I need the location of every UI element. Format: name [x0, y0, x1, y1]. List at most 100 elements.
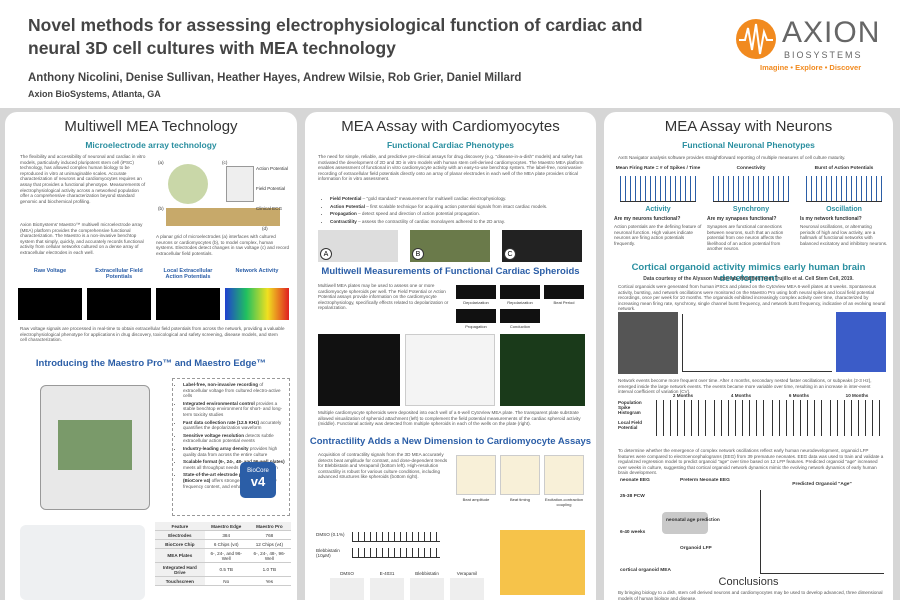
bar-label: E-4031: [379, 571, 395, 576]
diagram-label: Preterm Neonate EEG: [680, 478, 730, 483]
panel-image: [500, 455, 540, 495]
paragraph: Network events become more frequent over…: [618, 378, 872, 395]
panel-image: [772, 400, 826, 436]
paragraph: By bringing biology to a dish, stem cell…: [618, 590, 883, 600]
heading: MEA Assay with Neurons: [664, 118, 833, 135]
mini-panel: [500, 309, 540, 323]
table-cell: Yes: [247, 576, 291, 586]
bullet-lead: Fast data collection rate (12.5 KHz): [183, 419, 260, 425]
panel-label: Raw Voltage: [33, 268, 67, 274]
mini-panel: [544, 285, 584, 299]
month-label: 10 Months: [845, 393, 869, 398]
bullet-text: accurately quantifies the depolarization…: [183, 419, 282, 431]
table-cell: 1.0 TB: [247, 562, 291, 577]
trace: [806, 176, 882, 202]
bullet-lead: Scalable format (6-, 24-, 48- and 96-wel…: [183, 459, 285, 465]
panel-label: Excitation-contraction coupling: [544, 497, 584, 507]
bullet-list: Field Potential – "gold standard" measur…: [322, 196, 584, 226]
section-heading: Introducing the Maestro Pro™ and Maestro…: [35, 358, 267, 369]
mini-panel: [500, 285, 540, 299]
subheading: Functional Neuronal Phenotypes: [682, 140, 815, 150]
table: Feature Maestro Edge Maestro Pro Electrodes…: [155, 522, 291, 586]
figure-label: (a): [158, 160, 164, 165]
badge-text: v4: [250, 474, 266, 489]
table-cell: No: [204, 576, 248, 586]
image: [318, 334, 400, 406]
image: [618, 312, 678, 374]
image: [166, 208, 280, 226]
mini-label: Depolarization: [463, 300, 489, 305]
panel-image: [18, 288, 82, 320]
mini-label: Propagation: [465, 324, 487, 329]
badge: BioCore v4: [240, 462, 276, 498]
table-row: BioCore Chip 6 Chips (v4) 12 Chips (v4): [155, 539, 291, 549]
bullet-text: – first scalable technique for acquiring…: [364, 203, 548, 209]
bullet-text: detects subtle extracellular action pote…: [183, 432, 274, 444]
paragraph: To determine whether the emergence of co…: [618, 448, 884, 476]
table-header: Feature Maestro Edge Maestro Pro: [155, 522, 291, 531]
panel-image: [714, 400, 768, 436]
phenotype-name: Synchrony: [732, 206, 770, 213]
panel-image: [225, 288, 289, 320]
diagram-label: cortical organoid MEA: [620, 568, 671, 573]
bar-image: [450, 578, 484, 600]
subheading: Functional Cardiac Phenotypes: [386, 140, 515, 150]
table-cell: Feature: [155, 522, 205, 531]
caption: A planar grid of microelectrodes (a) int…: [156, 234, 290, 256]
figure-label: Action Potential: [256, 166, 288, 171]
paragraph: Cortical organoids were generated from h…: [618, 284, 886, 312]
table-cell: MEA Plates: [155, 548, 205, 563]
table-cell: 384: [204, 530, 248, 540]
device-screen: [58, 420, 132, 470]
table-cell: 768: [247, 530, 291, 540]
bullet-lead: Propagation: [330, 211, 357, 217]
bar-label: Blebbistatin: [415, 571, 439, 576]
phenotype-question: Is my network functional?: [800, 216, 862, 222]
bar-label: DMSO: [340, 571, 354, 576]
bullet-item: Scalable format (6-, 24-, 48- and 96-wel…: [183, 459, 287, 470]
table-cell: 12 Chips (v4): [247, 539, 291, 549]
diagram-label: 25-38 PCW: [620, 494, 645, 499]
table-cell: 6 Chips (v4): [204, 539, 248, 549]
table-cell: Maestro Pro: [247, 522, 291, 531]
subheading: Microelectrode array technology: [85, 140, 217, 150]
trace-label: DMSO (0.1%): [316, 532, 345, 537]
figure-label: (b): [158, 206, 164, 211]
mini-label: Beat Period: [553, 300, 575, 305]
phenotype-name: Oscillation: [826, 206, 862, 213]
phenotype-question: Are my synapses functional?: [707, 216, 777, 222]
bullet-lead: Field Potential: [330, 196, 362, 201]
affiliation: Axion BioSystems, Atlanta, GA: [28, 89, 161, 99]
heatmap: [500, 530, 585, 595]
diagram-label: 6-40 weeks: [620, 530, 646, 535]
logo-icon: [736, 19, 776, 59]
paragraph: Acquisition of contractility signals fro…: [318, 452, 448, 480]
bullet-text: meets all throughput needs on a single s…: [183, 464, 278, 470]
image: [500, 334, 585, 406]
bullet-item: Sensitive voltage resolution detects sub…: [183, 433, 287, 444]
diagram-label: Organoid LFP: [680, 546, 712, 551]
bullet-text: provides high quality data from across t…: [183, 445, 278, 457]
trace-label: Blebbistatin (10µM): [316, 548, 340, 558]
caption: Raw voltage signals are processed in rea…: [20, 326, 285, 343]
phenotype-question: Are my neurons functional?: [614, 216, 681, 222]
table-cell: Maestro Edge: [204, 522, 248, 531]
bullet-item: Fast data collection rate (12.5 KHz) acc…: [183, 420, 287, 431]
figure-label: Field Potential: [256, 186, 286, 191]
bullet-box: [172, 378, 290, 516]
panel-label: Network Activity: [235, 268, 279, 274]
figure-label: (c): [222, 160, 228, 165]
phenotype-name: Activity: [645, 206, 671, 213]
bullet-item: Contractility – assess the contractility…: [330, 219, 584, 225]
section-heading: Contractility Adds a New Dimension to Ca…: [309, 436, 592, 447]
image-label: A: [320, 248, 332, 260]
paragraph: The flexibility and accessibility of neu…: [20, 154, 146, 204]
month-label: 4 Months: [730, 393, 752, 398]
bullet-text: provides a stable benchtop environment f…: [183, 400, 283, 417]
bullet-lead: Integrated environmental control: [183, 400, 255, 406]
diagram-label: neonatal age prediction: [666, 518, 720, 523]
panel-image: [156, 288, 220, 320]
logo-sub: BIOSYSTEMS: [784, 50, 863, 60]
bar-image: [410, 578, 444, 600]
image: [168, 164, 208, 204]
